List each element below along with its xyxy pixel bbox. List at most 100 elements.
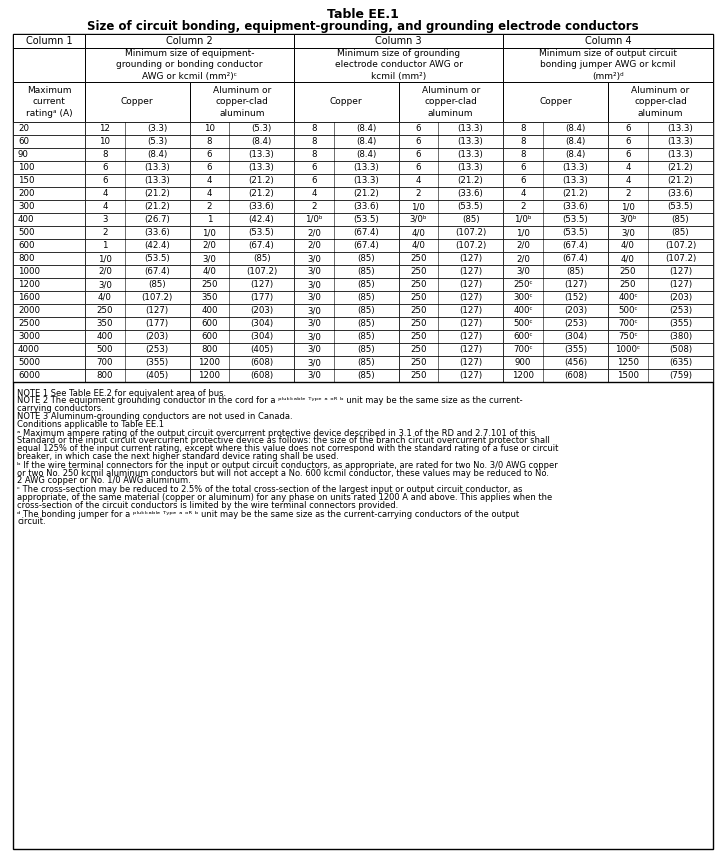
Bar: [503, 304, 608, 317]
Text: Aluminum or
copper-clad
aluminum: Aluminum or copper-clad aluminum: [422, 86, 480, 118]
Text: 2/0: 2/0: [98, 267, 112, 276]
Text: 2/0: 2/0: [307, 241, 321, 250]
Text: 20: 20: [18, 124, 29, 133]
Bar: [189, 278, 294, 291]
Bar: [503, 265, 608, 278]
Bar: [13, 343, 85, 356]
Bar: [13, 317, 85, 330]
Text: (67.4): (67.4): [354, 241, 379, 250]
Text: (53.5): (53.5): [563, 228, 588, 237]
Text: 3000: 3000: [18, 332, 40, 341]
Text: 500ᶜ: 500ᶜ: [618, 306, 637, 315]
Text: 4: 4: [625, 163, 631, 172]
Text: 1600: 1600: [18, 293, 40, 302]
Text: 6: 6: [415, 124, 421, 133]
Text: (21.2): (21.2): [563, 189, 588, 198]
Text: (355): (355): [564, 345, 587, 354]
Text: ᵇ If the wire terminal connectors for the input or output circuit conductors, as: ᵇ If the wire terminal connectors for th…: [17, 461, 558, 469]
Text: 250: 250: [410, 293, 427, 302]
Text: (8.4): (8.4): [566, 124, 586, 133]
Bar: [608, 317, 713, 330]
Text: (13.3): (13.3): [354, 163, 379, 172]
Text: 250: 250: [620, 267, 636, 276]
Bar: [13, 174, 85, 187]
Bar: [294, 200, 399, 213]
Text: (13.3): (13.3): [563, 163, 588, 172]
Text: 1/0ᵇ: 1/0ᵇ: [305, 215, 322, 224]
Bar: [13, 34, 85, 48]
Text: 10: 10: [204, 124, 215, 133]
Text: 600: 600: [201, 319, 218, 328]
Bar: [503, 200, 608, 213]
Text: 600ᶜ: 600ᶜ: [513, 332, 533, 341]
Bar: [189, 135, 294, 148]
Bar: [503, 369, 608, 382]
Bar: [294, 252, 399, 265]
Text: Minimum size of grounding
electrode conductor AWG or
kcmil (mm²): Minimum size of grounding electrode cond…: [335, 50, 462, 80]
Text: 3/0: 3/0: [307, 293, 321, 302]
Text: breaker, in which case the next higher standard device rating shall be used.: breaker, in which case the next higher s…: [17, 452, 339, 461]
Bar: [294, 82, 399, 122]
Text: 2: 2: [625, 189, 631, 198]
Bar: [189, 343, 294, 356]
Text: (127): (127): [669, 267, 692, 276]
Bar: [294, 122, 399, 135]
Text: 8: 8: [102, 150, 107, 159]
Bar: [503, 82, 608, 122]
Text: 250: 250: [410, 371, 427, 380]
Text: (33.6): (33.6): [563, 202, 588, 211]
Text: (127): (127): [669, 280, 692, 289]
Text: (608): (608): [250, 371, 273, 380]
Text: 400ᶜ: 400ᶜ: [513, 306, 533, 315]
Bar: [294, 239, 399, 252]
Text: (177): (177): [145, 319, 168, 328]
Text: (8.4): (8.4): [566, 137, 586, 146]
Text: or two No. 250 kcmil aluminum conductors but will not accept a No. 600 kcmil con: or two No. 250 kcmil aluminum conductors…: [17, 469, 549, 477]
Text: (21.2): (21.2): [249, 176, 274, 185]
Bar: [608, 356, 713, 369]
Bar: [13, 122, 85, 135]
Text: (456): (456): [564, 358, 587, 367]
Bar: [608, 187, 713, 200]
Text: (8.4): (8.4): [251, 137, 272, 146]
Text: (203): (203): [564, 306, 587, 315]
Text: 400ᶜ: 400ᶜ: [618, 293, 637, 302]
Text: 1/0: 1/0: [412, 202, 425, 211]
Text: (53.5): (53.5): [144, 254, 170, 263]
Bar: [13, 135, 85, 148]
Bar: [294, 304, 399, 317]
Text: 250ᶜ: 250ᶜ: [513, 280, 533, 289]
Text: 6: 6: [311, 176, 317, 185]
Text: 6: 6: [311, 163, 317, 172]
Text: (33.6): (33.6): [144, 228, 170, 237]
Text: Minimum size of equipment-
grounding or bonding conductor
AWG or kcmil (mm²)ᶜ: Minimum size of equipment- grounding or …: [116, 50, 263, 80]
Bar: [13, 82, 85, 122]
Text: (53.5): (53.5): [563, 215, 588, 224]
Bar: [399, 148, 503, 161]
Text: NOTE 3 Aluminum-grounding conductors are not used in Canada.: NOTE 3 Aluminum-grounding conductors are…: [17, 412, 293, 421]
Text: (127): (127): [459, 254, 482, 263]
Text: (13.3): (13.3): [563, 176, 588, 185]
Bar: [189, 356, 294, 369]
Text: 6: 6: [521, 163, 526, 172]
Bar: [189, 369, 294, 382]
Bar: [85, 135, 189, 148]
Text: 1500: 1500: [617, 371, 639, 380]
Text: 600: 600: [201, 332, 218, 341]
Bar: [294, 330, 399, 343]
Text: (13.3): (13.3): [457, 124, 484, 133]
Text: 250: 250: [410, 358, 427, 367]
Text: 4: 4: [102, 202, 107, 211]
Text: Table EE.1: Table EE.1: [327, 8, 399, 21]
Text: 150: 150: [18, 176, 35, 185]
Bar: [608, 369, 713, 382]
Bar: [13, 304, 85, 317]
Text: 3/0: 3/0: [307, 371, 321, 380]
Bar: [399, 252, 503, 265]
Text: (203): (203): [250, 306, 273, 315]
Bar: [608, 200, 713, 213]
Bar: [294, 265, 399, 278]
Text: (127): (127): [145, 306, 168, 315]
Bar: [189, 174, 294, 187]
Text: (13.3): (13.3): [457, 163, 484, 172]
